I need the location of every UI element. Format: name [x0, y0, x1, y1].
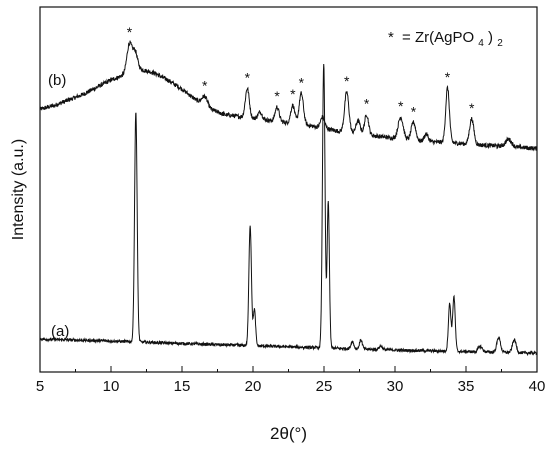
peak-star-marker: * — [344, 73, 350, 89]
peak-star-marker: * — [364, 96, 370, 112]
peak-star-marker: * — [290, 86, 296, 102]
legend-formula-sub1: 4 — [478, 38, 484, 49]
x-axis-ticks: 5 10 15 20 25 30 35 40 — [36, 366, 546, 395]
series-line-a — [39, 63, 538, 357]
x-tick-label: 10 — [103, 378, 120, 395]
series-a-label: (a) — [51, 323, 69, 340]
peak-star-marker: * — [299, 75, 305, 91]
peak-star-marker: * — [445, 69, 451, 85]
x-tick-label: 30 — [387, 378, 404, 395]
x-tick-label: 20 — [245, 378, 262, 395]
x-axis-label: 2θ(°) — [270, 424, 307, 443]
peak-star-marker: * — [245, 69, 251, 85]
peak-star-marker: * — [469, 100, 475, 116]
legend-formula-sub2: 2 — [497, 38, 503, 49]
peak-star-marker: * — [274, 88, 280, 104]
x-tick-label: 25 — [316, 378, 333, 395]
legend-text: * = Zr(AgPO 4 ) 2 — [388, 29, 503, 50]
peak-star-marker: * — [202, 77, 208, 93]
peak-star-marker: * — [411, 103, 417, 119]
plot-frame — [39, 6, 538, 373]
legend-formula-paren: ) — [488, 29, 493, 46]
series-layer — [39, 40, 538, 357]
y-axis-label: Intensity (a.u.) — [10, 139, 27, 240]
series-line-b — [39, 40, 538, 152]
x-tick-label: 15 — [174, 378, 191, 395]
series-b-label: (b) — [48, 72, 66, 89]
plot-area: ** ** ** ** * *** 5 10 15 20 25 30 35 40 — [36, 6, 546, 395]
peak-star-marker: * — [127, 24, 133, 40]
x-tick-label: 35 — [458, 378, 475, 395]
peak-star-marker: * — [398, 98, 404, 114]
star-markers: ** ** ** ** * *** — [127, 24, 475, 119]
x-tick-label: 5 — [36, 378, 44, 395]
legend-marker: * — [388, 29, 394, 46]
x-tick-label: 40 — [529, 378, 546, 395]
legend-formula-main: = Zr(AgPO — [402, 29, 474, 46]
